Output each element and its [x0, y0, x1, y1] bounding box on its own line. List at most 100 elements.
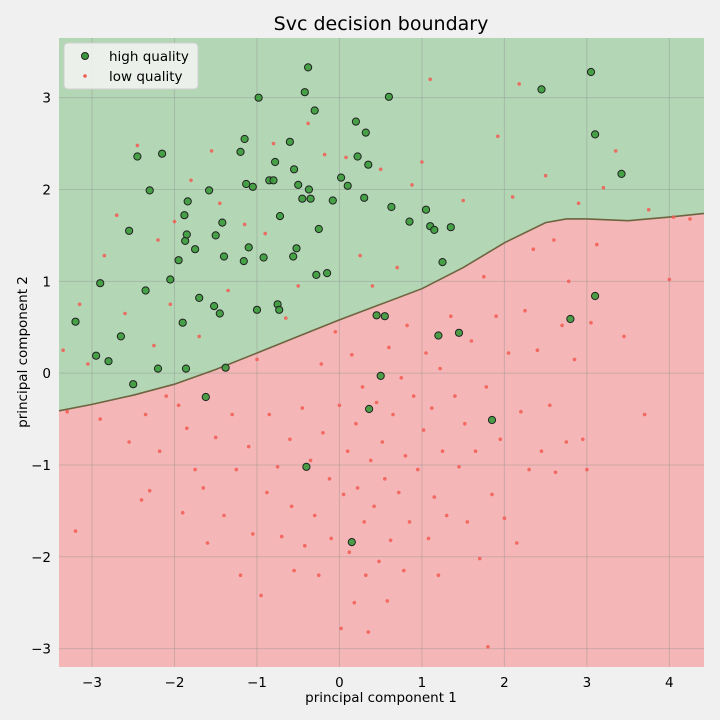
low-quality-point	[300, 406, 305, 410]
low-quality-point	[127, 440, 131, 444]
high-quality-point	[434, 331, 443, 340]
low-quality-point	[193, 467, 197, 472]
high-quality-point	[304, 185, 313, 194]
high-quality-point	[211, 231, 220, 240]
low-quality-point	[329, 536, 334, 541]
low-quality-point	[403, 454, 408, 458]
x-tick-label: 1	[418, 675, 427, 691]
low-quality-point	[397, 490, 401, 495]
high-quality-point	[205, 186, 214, 195]
low-quality-point	[436, 573, 441, 577]
low-quality-point	[399, 376, 404, 380]
low-quality-point	[246, 444, 251, 449]
high-quality-point	[405, 217, 414, 226]
low-quality-point	[123, 311, 127, 316]
y-tick-label: −3	[31, 642, 51, 658]
low-quality-point	[420, 160, 424, 164]
high-quality-point	[236, 147, 245, 156]
low-quality-point	[114, 213, 119, 217]
high-quality-point	[302, 462, 311, 471]
high-quality-point	[254, 93, 263, 102]
low-quality-point	[395, 265, 400, 270]
high-quality-point	[430, 225, 439, 234]
high-quality-point	[454, 328, 464, 337]
high-quality-point	[153, 364, 163, 373]
high-quality-point	[125, 226, 134, 235]
x-tick-label: −1	[247, 675, 267, 691]
low-quality-point	[426, 536, 431, 541]
low-quality-point	[209, 149, 214, 153]
high-quality-point	[353, 152, 362, 161]
low-quality-point	[421, 428, 426, 432]
low-quality-point	[354, 421, 358, 426]
low-quality-point	[566, 279, 571, 284]
low-quality-point	[139, 498, 144, 502]
low-quality-point	[303, 544, 307, 548]
high-quality-point	[248, 182, 257, 191]
chart-title: Svc decision boundary	[274, 13, 489, 35]
high-quality-point	[487, 415, 497, 425]
low-quality-point	[185, 426, 189, 431]
low-quality-point	[506, 351, 511, 355]
low-quality-point	[486, 645, 490, 649]
low-quality-point	[440, 449, 445, 454]
y-tick-label: 0	[42, 366, 51, 382]
y-tick-label: −2	[31, 550, 51, 566]
low-quality-point	[102, 253, 107, 258]
legend-label-high: high quality	[109, 49, 189, 65]
high-quality-point	[221, 363, 230, 372]
low-quality-point	[230, 412, 234, 417]
high-quality-point	[323, 269, 332, 278]
low-quality-point	[469, 339, 474, 343]
low-quality-point	[366, 630, 371, 634]
low-quality-point	[642, 412, 647, 417]
high-quality-point	[178, 318, 187, 327]
low-quality-point	[156, 238, 160, 242]
low-quality-point	[164, 394, 168, 398]
high-quality-point	[343, 181, 352, 190]
high-quality-point	[372, 311, 381, 320]
low-quality-point	[449, 314, 453, 319]
high-quality-point	[446, 223, 455, 232]
grid-lines	[59, 38, 704, 667]
low-quality-point	[73, 529, 78, 533]
low-quality-point	[402, 568, 406, 573]
high-quality-point	[314, 224, 323, 234]
low-quality-point	[465, 520, 470, 524]
y-axis-label: principal component 2	[15, 276, 31, 428]
high-quality-point	[361, 128, 370, 137]
low-quality-point	[372, 504, 376, 509]
boundary-line	[58, 212, 705, 412]
low-quality-point	[308, 458, 313, 463]
low-quality-point	[296, 284, 301, 288]
high-quality-point	[275, 305, 284, 314]
low-quality-point	[438, 366, 442, 371]
low-quality-point	[560, 323, 564, 328]
high-quality-point	[328, 196, 337, 205]
low-quality-point	[601, 185, 606, 190]
low-quality-point	[86, 362, 90, 366]
low-quality-point	[242, 222, 247, 227]
low-quality-point	[157, 449, 162, 454]
low-quality-point	[461, 198, 466, 203]
high-quality-point	[347, 538, 356, 547]
low-quality-point	[388, 538, 393, 543]
high-quality-point	[384, 92, 393, 101]
high-quality-point	[104, 357, 113, 366]
high-quality-point	[269, 176, 278, 185]
y-tick-label: −1	[31, 458, 51, 474]
low-quality-point	[205, 541, 210, 545]
low-quality-point	[576, 201, 581, 206]
low-quality-point	[498, 437, 503, 442]
high-quality-point	[71, 317, 80, 326]
high-quality-point	[271, 157, 280, 167]
low-quality-point	[226, 288, 230, 293]
high-quality-points	[71, 63, 626, 547]
legend-marker-high	[81, 52, 89, 60]
low-quality-point	[407, 520, 412, 524]
low-quality-point	[339, 626, 343, 631]
high-quality-point	[566, 314, 575, 324]
low-quality-point	[364, 573, 368, 577]
low-quality-point	[147, 488, 152, 493]
